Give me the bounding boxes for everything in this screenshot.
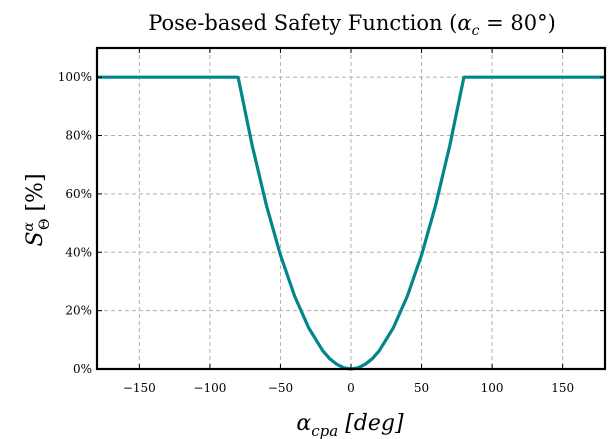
y-tick-label: 0% [73, 362, 92, 376]
tick-labels: −150 −100 −50 0 50 100 150 0% 20% 40% 60% 80% 100% [58, 70, 574, 395]
ticks [97, 48, 605, 370]
x-tick-label: −100 [193, 381, 226, 395]
y-axis-label: SαΘ [%] [21, 173, 53, 246]
y-tick-label: 60% [65, 187, 92, 201]
y-tick-label: 40% [65, 245, 92, 259]
y-tick-label: 80% [65, 129, 92, 143]
plot-frame [95, 46, 607, 371]
x-tick-label: −50 [268, 381, 293, 395]
grid [97, 48, 605, 370]
x-tick-label: 0 [347, 381, 355, 395]
x-tick-label: 150 [551, 381, 574, 395]
chart-title: Pose-based Safety Function (αc = 80°) [148, 11, 556, 39]
svg-text:SαΘ [%]: SαΘ [%] [21, 173, 53, 246]
x-tick-label: 50 [414, 381, 429, 395]
y-tick-label: 20% [65, 304, 92, 318]
x-axis-label: αcpa [deg] [296, 411, 404, 439]
x-tick-label: 100 [481, 381, 504, 395]
y-tick-label: 100% [58, 70, 92, 84]
x-tick-label: −150 [123, 381, 156, 395]
